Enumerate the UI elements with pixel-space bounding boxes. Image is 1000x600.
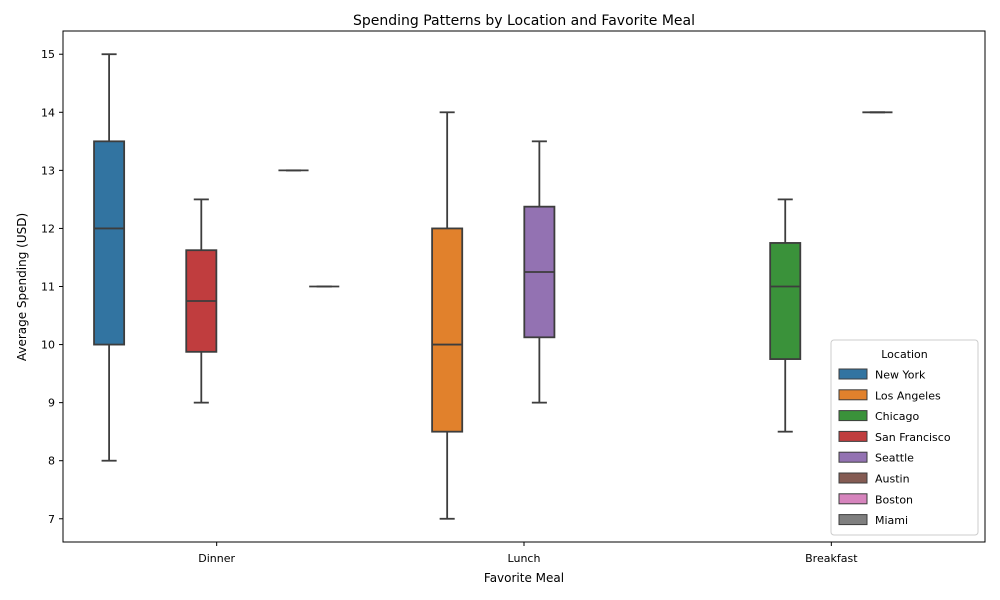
legend-swatch xyxy=(838,389,868,401)
legend-swatch xyxy=(838,430,868,442)
y-tick-label: 14 xyxy=(41,106,55,119)
x-tick-label: Dinner xyxy=(198,552,235,565)
y-axis-label: Average Spending (USD) xyxy=(15,213,29,361)
legend-swatch xyxy=(838,493,868,505)
legend-swatch xyxy=(838,472,868,484)
chart-title: Spending Patterns by Location and Favori… xyxy=(353,13,695,29)
legend-title: Location xyxy=(881,348,928,361)
legend-entry: Los Angeles xyxy=(875,389,941,402)
y-tick-label: 11 xyxy=(41,281,55,294)
plot-area xyxy=(93,53,893,520)
legend-entry: Chicago xyxy=(875,410,919,423)
legend-entry: Boston xyxy=(875,493,913,506)
legend-entry: San Francisco xyxy=(875,431,951,444)
box-breakfast-chicago xyxy=(769,198,802,433)
x-tick-label: Breakfast xyxy=(805,552,858,565)
box-lunch-los-angeles xyxy=(431,111,464,520)
y-tick-label: 9 xyxy=(48,397,55,410)
box-dinner-new-york xyxy=(93,53,126,462)
y-tick-label: 12 xyxy=(41,222,55,235)
legend-entry: Austin xyxy=(875,473,910,486)
x-tick-label: Lunch xyxy=(508,552,541,565)
legend-entry: New York xyxy=(875,369,926,382)
legend-entry: Seattle xyxy=(875,452,914,465)
box-lunch-seattle xyxy=(523,140,556,404)
y-tick-label: 15 xyxy=(41,48,55,61)
x-axis-label: Favorite Meal xyxy=(484,571,564,585)
y-tick-label: 13 xyxy=(41,164,55,177)
box-dinner-san-francisco xyxy=(185,198,218,404)
legend-entry: Miami xyxy=(875,514,908,527)
legend-frame xyxy=(830,339,979,536)
box-body xyxy=(431,227,464,433)
box-body xyxy=(769,242,802,360)
legend-swatch xyxy=(838,451,868,463)
y-tick-label: 8 xyxy=(48,455,55,468)
y-axis: 7 8 9 10 11 12 13 14 15 xyxy=(41,48,63,526)
x-axis: Dinner Lunch Breakfast xyxy=(198,542,858,565)
y-tick-label: 10 xyxy=(41,339,55,352)
box-body xyxy=(93,140,126,346)
y-tick-label: 7 xyxy=(48,513,55,526)
legend-swatch xyxy=(838,368,868,380)
legend-swatch xyxy=(838,410,868,422)
legend-swatch xyxy=(838,514,868,526)
legend: Location New York Los Angeles Chicago San Fr… xyxy=(830,339,979,536)
